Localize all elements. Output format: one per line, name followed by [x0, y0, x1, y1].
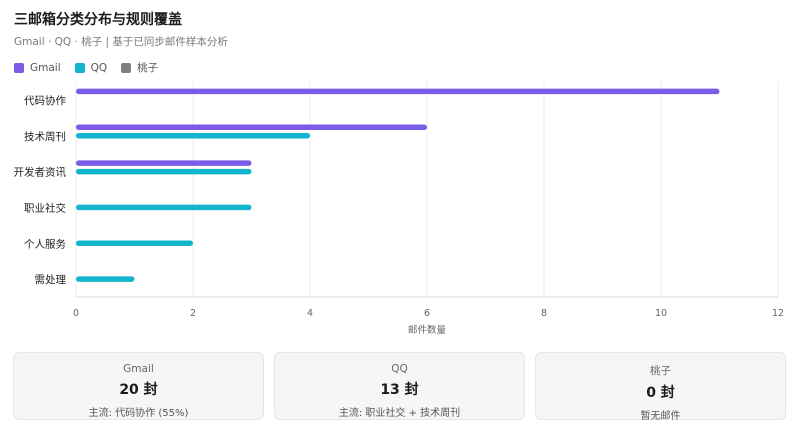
legend-swatch-taozi [121, 62, 132, 73]
card-title: QQ [391, 363, 408, 375]
chart-subtitle: Gmail · QQ · 桃子 | 基于已同步邮件样本分析 [14, 36, 228, 48]
bar-gmail-2 [76, 160, 252, 166]
x-tick-label: 4 [307, 308, 313, 319]
summary-card-taozi: 桃子 0 封 暂无邮件 [535, 352, 786, 422]
card-count: 20 封 [119, 382, 158, 398]
summary-card-qq: QQ 13 封 主流: 职业社交 + 技术周刊 [274, 352, 525, 420]
legend-label-taozi: 桃子 [137, 62, 159, 74]
summary-card-gmail: Gmail 20 封 主流: 代码协作 (55%) [13, 352, 264, 420]
card-count: 0 封 [646, 385, 675, 401]
y-tick-label: 个人服务 [24, 237, 66, 250]
chart-title: 三邮箱分类分布与规则覆盖 [14, 12, 182, 28]
x-tick-label: 6 [424, 308, 430, 319]
x-tick-label: 8 [541, 308, 547, 319]
y-tick-label: 职业社交 [24, 201, 66, 214]
legend-item-gmail[interactable]: Gmail [14, 62, 61, 74]
x-tick-label: 0 [73, 308, 79, 319]
legend-item-taozi[interactable]: 桃子 [121, 60, 158, 75]
bar-qq-5 [76, 276, 135, 282]
legend-item-qq[interactable]: QQ [74, 61, 108, 74]
bar-qq-3 [76, 204, 252, 211]
legend-label-gmail: Gmail [30, 61, 61, 74]
bar-qq-1 [76, 133, 310, 139]
x-tick-label: 12 [772, 308, 784, 319]
card-title: Gmail [123, 363, 154, 375]
legend-swatch-gmail [14, 62, 24, 73]
card-title: 桃子 [650, 365, 671, 377]
card-note: 暂无邮件 [640, 411, 681, 422]
y-tick-label: 代码协作 [24, 94, 66, 107]
y-tick-label: 需处理 [35, 274, 67, 286]
x-tick-label: 2 [190, 308, 196, 319]
card-note: 主流: 代码协作 (55%) [88, 408, 189, 419]
card-count: 13 封 [380, 382, 419, 398]
card-note: 主流: 职业社交 + 技术周刊 [338, 408, 461, 419]
legend-swatch-qq [74, 62, 85, 73]
y-tick-label: 开发者资讯 [14, 166, 67, 179]
bar-qq-2 [76, 168, 252, 175]
legend-label-qq: QQ [90, 61, 108, 74]
bar-qq-4 [76, 240, 193, 246]
x-tick-label: 10 [655, 308, 667, 319]
bar-gmail-0 [76, 88, 720, 95]
bar-gmail-1 [76, 124, 427, 130]
chart-legend: Gmail QQ 桃子 [14, 60, 158, 75]
y-tick-label: 技术周刊 [24, 130, 66, 143]
x-axis-label: 邮件数量 [408, 324, 447, 336]
